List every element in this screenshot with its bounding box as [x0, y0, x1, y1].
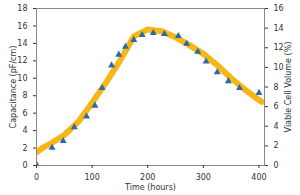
svg-text:8: 8 — [274, 83, 279, 92]
svg-text:100: 100 — [84, 173, 99, 182]
svg-text:300: 300 — [196, 173, 211, 182]
svg-text:6: 6 — [22, 109, 27, 118]
svg-text:16: 16 — [274, 4, 284, 13]
svg-text:0: 0 — [274, 161, 279, 170]
svg-text:14: 14 — [17, 39, 27, 48]
svg-text:12: 12 — [274, 43, 284, 52]
svg-text:0: 0 — [34, 173, 39, 182]
svg-text:Time (hours): Time (hours) — [124, 183, 176, 192]
svg-text:200: 200 — [140, 173, 155, 182]
svg-text:10: 10 — [274, 63, 284, 72]
svg-text:4: 4 — [274, 122, 279, 131]
svg-text:2: 2 — [22, 144, 27, 153]
svg-text:4: 4 — [22, 126, 27, 135]
svg-text:14: 14 — [274, 24, 284, 33]
svg-text:0: 0 — [22, 161, 27, 170]
svg-text:400: 400 — [251, 173, 266, 182]
svg-text:16: 16 — [17, 22, 27, 31]
svg-text:Viable Cell Volume (%): Viable Cell Volume (%) — [284, 42, 293, 133]
svg-text:2: 2 — [274, 141, 279, 150]
svg-text:Capacitance (pF/cm): Capacitance (pF/cm) — [9, 46, 18, 129]
svg-text:12: 12 — [17, 56, 27, 65]
svg-text:10: 10 — [17, 74, 27, 83]
svg-text:6: 6 — [274, 102, 279, 111]
svg-text:18: 18 — [17, 4, 27, 13]
svg-text:8: 8 — [22, 91, 27, 100]
